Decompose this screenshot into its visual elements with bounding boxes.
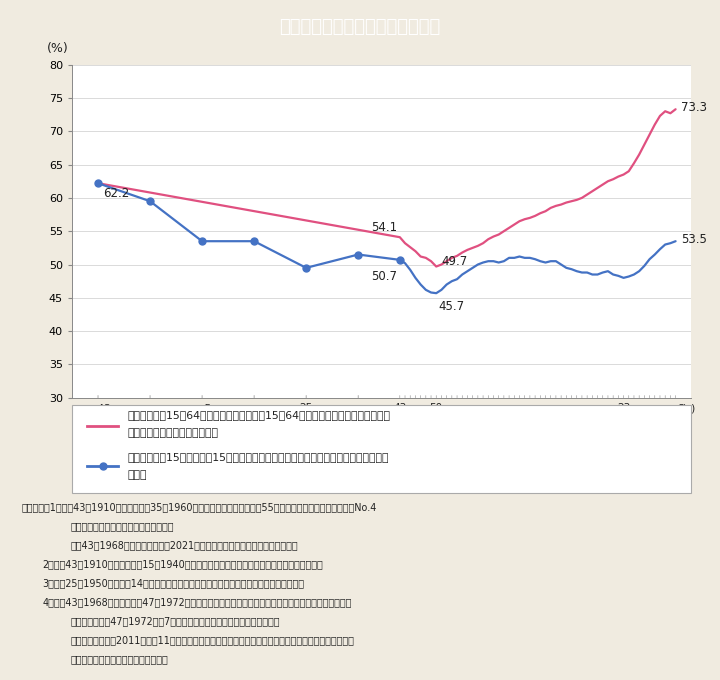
Text: 労働参加率（15歳以上）：15歳以上人口に占める労働力人口（就業者＋完全失業者）: 労働参加率（15歳以上）：15歳以上人口に占める労働力人口（就業者＋完全失業者） — [127, 452, 390, 462]
Text: （図４）女性の労働参加率の推移: （図４）女性の労働参加率の推移 — [279, 18, 441, 36]
Text: 73.3: 73.3 — [681, 101, 707, 114]
Text: の割合: の割合 — [127, 470, 147, 480]
Text: 明治43
(1910): 明治43 (1910) — [81, 403, 115, 425]
FancyBboxPatch shape — [72, 405, 691, 493]
Text: 労働参加率（15〜64歳）：生産年齢人口（15〜64歳の人口）に占める労働力人口: 労働参加率（15〜64歳）：生産年齢人口（15〜64歳の人口）に占める労働力人口 — [127, 411, 391, 420]
Text: 4．昭和43（1968）年から昭和47（1972）年の結果数値には、沖縄県分は含まれていない。沖縄の本土復: 4．昭和43（1968）年から昭和47（1972）年の結果数値には、沖縄県分は含… — [42, 597, 352, 607]
Text: （就業者＋完全失業者）の割合: （就業者＋完全失業者）の割合 — [127, 428, 219, 438]
Text: （備考）　1．明治43（1910）年から昭和35（1960）年は総理府統計局「昭和55年国勢調査モノグラフシリーズNo.4: （備考） 1．明治43（1910）年から昭和35（1960）年は総理府統計局「昭… — [22, 502, 377, 512]
Text: 49.7: 49.7 — [441, 255, 468, 268]
Text: 2．明治43（1910）年から昭和15（1940）年は、有業者を労働力とみなして分子としている。: 2．明治43（1910）年から昭和15（1940）年は、有業者を労働力とみなして… — [42, 559, 323, 569]
Text: 25
(1950): 25 (1950) — [289, 403, 323, 425]
Text: (%): (%) — [48, 41, 69, 54]
Text: 3．昭和25（1950）年は、14歳以上人口に占める労働力人口の割合。沖縄の外国人を除く。: 3．昭和25（1950）年は、14歳以上人口に占める労働力人口の割合。沖縄の外国… — [42, 578, 305, 588]
Text: 53.5: 53.5 — [681, 233, 706, 246]
Text: 労働力調査では、2011年３月11日に発生した東日本大震災の影響により、岩手県、宮城県及び福島県に: 労働力調査では、2011年３月11日に発生した東日本大震災の影響により、岩手県、… — [71, 636, 354, 645]
Text: 平成元
(1989): 平成元 (1989) — [492, 403, 526, 425]
Text: 令和3
(2021): 令和3 (2021) — [658, 403, 693, 425]
Text: 人口の就業状態と産業構成」より作成。: 人口の就業状態と産業構成」より作成。 — [71, 521, 174, 531]
Text: 昭和43（1968）年から令和３（2021）年は総務省「労働力調査」より作成。: 昭和43（1968）年から令和３（2021）年は総務省「労働力調査」より作成。 — [71, 540, 298, 550]
Text: (年): (年) — [681, 403, 695, 413]
Text: 50
(1975): 50 (1975) — [419, 403, 454, 425]
Text: 54.1: 54.1 — [371, 221, 397, 234]
Text: 62.2: 62.2 — [103, 187, 130, 200]
Text: 50.7: 50.7 — [372, 270, 397, 283]
Text: おいて調査実施が一時困難となった。: おいて調査実施が一時困難となった。 — [71, 655, 168, 664]
Text: 帰により、昭和47（1972）年7月以降、沖縄県も調査の範囲に含まれた。: 帰により、昭和47（1972）年7月以降、沖縄県も調査の範囲に含まれた。 — [71, 616, 280, 626]
Text: 43
(1968): 43 (1968) — [382, 403, 417, 425]
Text: 45.7: 45.7 — [438, 300, 465, 313]
Text: 23
(2011): 23 (2011) — [606, 403, 641, 425]
Text: 昭和5
(1930): 昭和5 (1930) — [185, 403, 220, 425]
